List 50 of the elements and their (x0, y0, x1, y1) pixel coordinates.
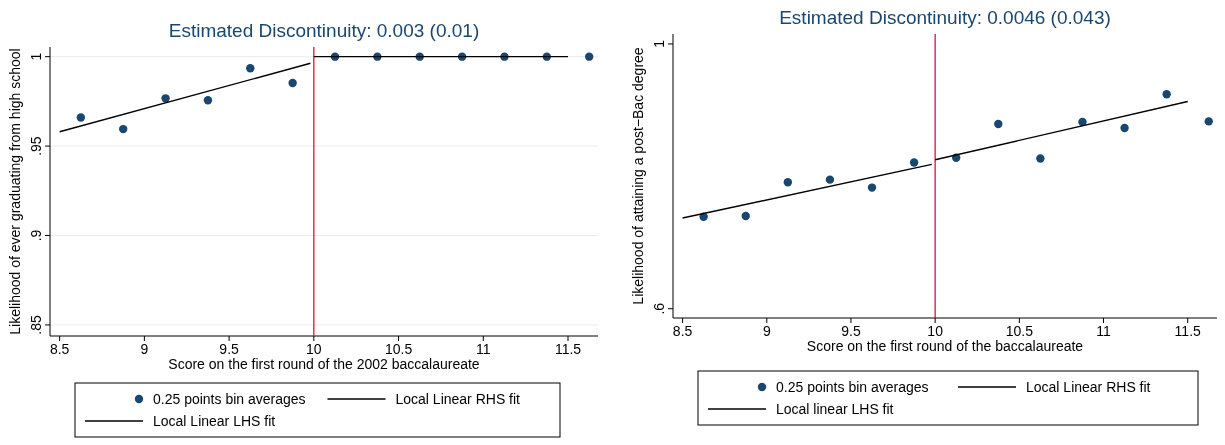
x-tick-label: 9.5 (219, 341, 240, 357)
chart-title: Estimated Discontinuity: 0.003 (0.01) (168, 20, 480, 41)
x-axis-title: Score on the first round of the baccalaureate (806, 338, 1084, 354)
point (76, 113, 86, 122)
y-tick-label: 1 (28, 52, 44, 61)
x-tick-label: 11 (476, 341, 491, 357)
legend-label: Local Linear RHS fit (395, 391, 521, 407)
y-axis-title: Likelihood of attaining a post−Bac degree (630, 47, 646, 305)
y-tick-label: .6 (651, 302, 667, 315)
point (288, 78, 297, 88)
point (1078, 117, 1087, 127)
point (994, 119, 1003, 129)
y-axis-title: Likelihood of ever graduating from high school (7, 48, 23, 335)
y-tick-label: 1 (651, 39, 667, 48)
y-tick-label: .85 (28, 314, 44, 335)
y-tick-label: .9 (28, 229, 44, 242)
point (909, 158, 919, 167)
x-tick-label: 9 (140, 341, 149, 357)
point (119, 124, 128, 134)
point (867, 183, 877, 192)
point (203, 96, 213, 105)
legend-label: Local Linear RHS fit (1026, 379, 1151, 395)
legend-label: Local Linear LHS fit (153, 413, 276, 429)
point (584, 52, 594, 61)
x-tick-label: 9 (762, 323, 771, 339)
point (1204, 117, 1213, 126)
point (161, 94, 170, 103)
x-tick-label: 9.5 (841, 323, 861, 339)
x-tick-label: 11 (1096, 323, 1111, 339)
x-tick-label: 10.5 (1005, 323, 1034, 339)
point (1120, 123, 1129, 133)
legend-label: 0.25 points bin averages (153, 391, 306, 407)
legend-label: Local linear LHS fit (776, 401, 894, 417)
x-tick-label: 10 (927, 323, 944, 339)
x-tick-label: 11.5 (554, 341, 582, 357)
x-tick-label: 8.5 (49, 341, 70, 357)
x-tick-label: 10 (306, 341, 322, 357)
chart-title: Estimated Discontinuity: 0.0046 (0.043) (779, 7, 1111, 28)
x-tick-label: 8.5 (672, 323, 693, 339)
point (825, 175, 835, 184)
point (246, 64, 255, 73)
legend-label: 0.25 points bin averages (776, 379, 929, 395)
x-tick-label: 10.5 (384, 341, 413, 357)
x-axis-title: Score on the first round of the 2002 baccalaureate (168, 356, 480, 372)
y-tick-label: .95 (28, 136, 44, 156)
point (741, 211, 750, 221)
point (1036, 154, 1045, 163)
x-tick-label: 11.5 (1174, 323, 1202, 339)
point (783, 178, 793, 187)
point (1162, 90, 1171, 99)
